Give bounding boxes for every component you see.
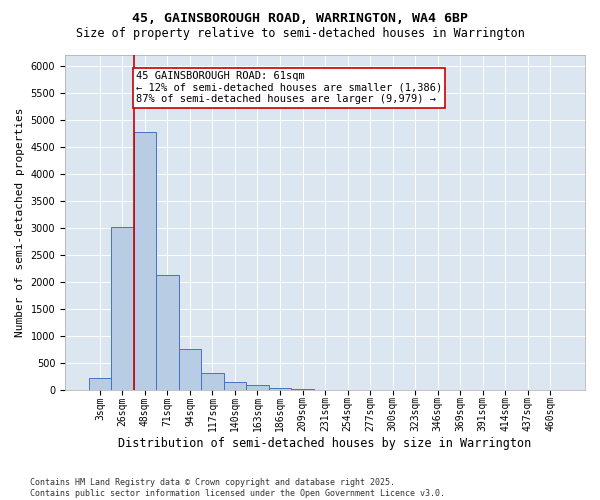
Bar [246, 385, 269, 390]
Text: Contains HM Land Registry data © Crown copyright and database right 2025.
Contai: Contains HM Land Registry data © Crown c… [30, 478, 445, 498]
Bar [134, 132, 156, 390]
Bar [201, 373, 224, 390]
Bar [269, 388, 291, 390]
X-axis label: Distribution of semi-detached houses by size in Warrington: Distribution of semi-detached houses by … [118, 437, 532, 450]
Bar [224, 382, 246, 390]
Bar [89, 378, 111, 390]
Text: 45 GAINSBOROUGH ROAD: 61sqm
← 12% of semi-detached houses are smaller (1,386)
87: 45 GAINSBOROUGH ROAD: 61sqm ← 12% of sem… [136, 71, 442, 104]
Bar [291, 389, 314, 390]
Bar [179, 349, 201, 390]
Bar [156, 276, 179, 390]
Y-axis label: Number of semi-detached properties: Number of semi-detached properties [15, 108, 25, 337]
Text: Size of property relative to semi-detached houses in Warrington: Size of property relative to semi-detach… [76, 28, 524, 40]
Bar [111, 227, 134, 390]
Text: 45, GAINSBOROUGH ROAD, WARRINGTON, WA4 6BP: 45, GAINSBOROUGH ROAD, WARRINGTON, WA4 6… [132, 12, 468, 26]
